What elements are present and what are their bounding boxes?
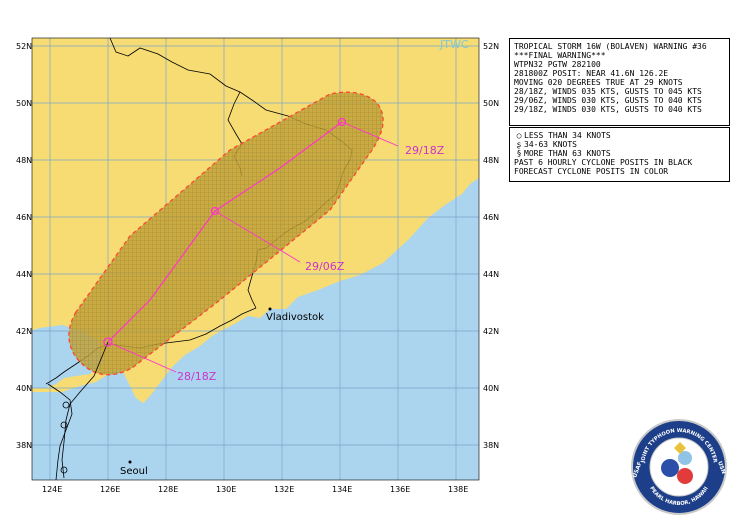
svg-text:52N: 52N — [16, 42, 32, 51]
legend-item-label: LESS THAN 34 KNOTS — [524, 131, 611, 140]
svg-text:132E: 132E — [274, 485, 294, 494]
svg-text:40N: 40N — [16, 384, 32, 393]
svg-text:46N: 46N — [483, 213, 499, 222]
warning-forecast-line: 28/18Z, WINDS 035 KTS, GUSTS TO 045 KTS — [514, 87, 702, 96]
seoul-dot — [128, 460, 132, 464]
warning-movement: MOVING 020 DEGREES TRUE AT 29 KNOTS — [514, 78, 683, 87]
jtwc-seal: JOINT TYPHOON WARNING CENTER PEARL HARBO… — [631, 419, 727, 515]
city-label-seoul: Seoul — [120, 466, 148, 477]
warning-info-box: TROPICAL STORM 16W (BOLAVEN) WARNING #36… — [509, 38, 730, 126]
circle-icon: ○ — [516, 131, 522, 140]
seal-right-text: USN — [716, 461, 726, 476]
svg-text:52N: 52N — [483, 42, 499, 51]
warning-header-id: WTPN32 PGTW 282100 — [514, 60, 601, 69]
svg-text:46N: 46N — [16, 213, 32, 222]
forecast-position-29-18z — [337, 117, 347, 127]
svg-text:136E: 136E — [390, 485, 410, 494]
danger-area — [68, 91, 384, 376]
tropical-storm-icon: ʂ — [516, 140, 522, 149]
lat-labels-right: 52N 50N 48N 46N 44N 42N 40N 38N — [483, 42, 499, 450]
seal-left-text: USAF — [632, 461, 643, 479]
svg-text:44N: 44N — [16, 270, 32, 279]
svg-text:40N: 40N — [483, 384, 499, 393]
warning-title: TROPICAL STORM 16W (BOLAVEN) WARNING #36 — [514, 42, 707, 51]
label-leaders — [107, 121, 399, 373]
svg-text:48N: 48N — [16, 156, 32, 165]
bay-of-korea — [32, 356, 190, 480]
legend-box: ○ LESS THAN 34 KNOTS ʂ 34-63 KNOTS § MOR… — [509, 127, 730, 182]
legend-item: ○ LESS THAN 34 KNOTS — [514, 131, 725, 140]
jtwc-logo: JTWC — [439, 38, 469, 51]
current-position-marker — [103, 337, 113, 347]
legend-item: § MORE THAN 63 KNOTS — [514, 149, 725, 158]
forecast-position-29-06z — [210, 206, 220, 216]
svg-text:126E: 126E — [100, 485, 120, 494]
svg-text:138E: 138E — [448, 485, 468, 494]
svg-text:44N: 44N — [483, 270, 499, 279]
legend-note: PAST 6 HOURLY CYCLONE POSITS IN BLACK — [514, 158, 693, 167]
forecast-label-28-18z: 28/18Z — [177, 370, 217, 383]
svg-text:130E: 130E — [216, 485, 236, 494]
svg-text:128E: 128E — [158, 485, 178, 494]
warning-forecast-line: 29/18Z, WINDS 030 KTS, GUSTS TO 040 KTS — [514, 105, 702, 114]
lat-labels-left: 52N 50N 48N 46N 44N 42N 40N 38N — [16, 42, 32, 450]
svg-text:124E: 124E — [42, 485, 62, 494]
svg-text:134E: 134E — [332, 485, 352, 494]
forecast-label-29-06z: 29/06Z — [305, 260, 345, 273]
svg-text:48N: 48N — [483, 156, 499, 165]
vladivostok-dot — [268, 307, 272, 311]
svg-text:38N: 38N — [16, 441, 32, 450]
legend-item: ʂ 34-63 KNOTS — [514, 140, 725, 149]
warning-position: 281800Z POSIT: NEAR 41.6N 126.2E — [514, 69, 669, 78]
svg-text:42N: 42N — [483, 327, 499, 336]
svg-text:50N: 50N — [16, 99, 32, 108]
legend-item-label: MORE THAN 63 KNOTS — [524, 149, 611, 158]
svg-text:50N: 50N — [483, 99, 499, 108]
svg-text:42N: 42N — [16, 327, 32, 336]
warning-final-flag: ***FINAL WARNING*** — [514, 51, 606, 60]
past-track-markers — [60, 401, 70, 474]
map-frame — [31, 37, 480, 481]
past-track — [61, 341, 109, 479]
legend-item-label: 34-63 KNOTS — [524, 140, 577, 149]
forecast-label-29-18z: 29/18Z — [405, 144, 445, 157]
typhoon-icon: § — [516, 149, 522, 158]
legend-note: FORECAST CYCLONE POSITS IN COLOR — [514, 167, 669, 176]
lon-labels: 124E 126E 128E 130E 132E 134E 136E 138E — [42, 485, 468, 494]
city-label-vladivostok: Vladivostok — [266, 312, 324, 323]
warning-forecast-line: 29/06Z, WINDS 030 KTS, GUSTS TO 040 KTS — [514, 96, 702, 105]
svg-text:38N: 38N — [483, 441, 499, 450]
